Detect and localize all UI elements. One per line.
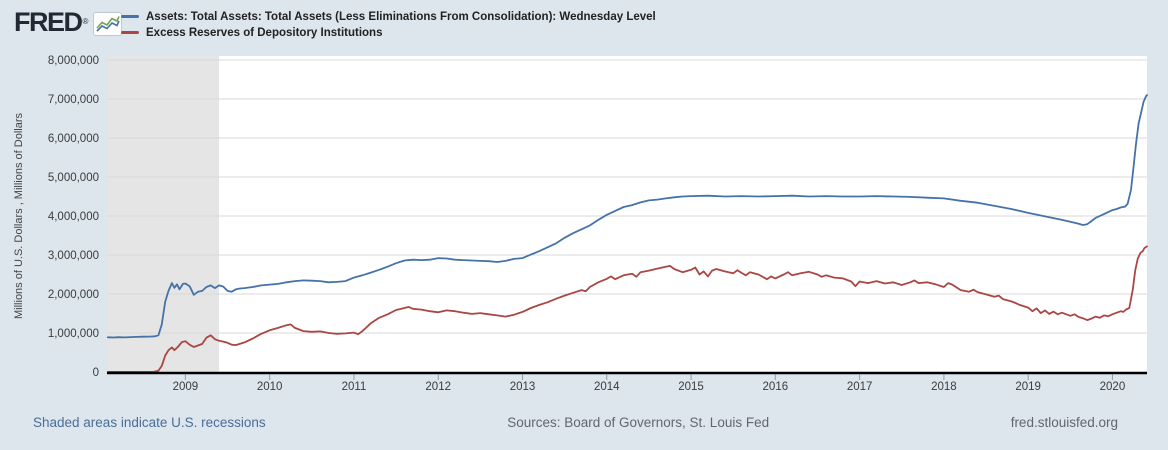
fred-logo[interactable]: FRED ® — [14, 7, 123, 37]
recessions-note-link[interactable]: Shaded areas indicate U.S. recessions — [33, 415, 266, 430]
x-tick-label: 2009 — [173, 381, 199, 393]
x-tick-label: 2014 — [594, 381, 620, 393]
fred-logo-text: FRED — [14, 7, 83, 37]
site-link: fred.stlouisfed.org — [1010, 415, 1118, 430]
y-tick-label: 4,000,000 — [48, 211, 99, 223]
series-swatch-red — [121, 31, 139, 34]
y-tick-label: 1,000,000 — [48, 328, 99, 340]
x-tick-label: 2015 — [678, 381, 704, 393]
y-axis-title: Millions of U.S. Dollars , Millions of D… — [13, 113, 25, 319]
legend-label-total-assets: Assets: Total Assets: Total Assets (Less… — [146, 10, 656, 23]
x-tick-label: 2018 — [931, 381, 957, 393]
x-tick-label: 2020 — [1100, 381, 1126, 393]
x-tick-label: 2016 — [763, 381, 789, 393]
registered-mark: ® — [82, 17, 89, 26]
x-tick-label: 2012 — [425, 381, 451, 393]
sources-text: Sources: Board of Governors, St. Louis F… — [507, 415, 770, 430]
chart-footer: Shaded areas indicate U.S. recessions So… — [0, 415, 1168, 430]
x-tick-label: 2019 — [1015, 381, 1041, 393]
recession-band — [107, 56, 220, 373]
y-tick-label: 6,000,000 — [48, 133, 99, 145]
y-tick-label: 8,000,000 — [48, 55, 99, 67]
chart-legend: Assets: Total Assets: Total Assets (Less… — [121, 9, 656, 40]
x-tick-label: 2013 — [510, 381, 536, 393]
legend-item-excess-reserves[interactable]: Excess Reserves of Depository Institutio… — [121, 25, 656, 40]
x-tick-label: 2010 — [257, 381, 283, 393]
y-tick-label: 3,000,000 — [48, 250, 99, 262]
fred-logo-chart-icon — [93, 11, 123, 36]
series-line-total-assets — [106, 94, 1148, 339]
legend-item-total-assets[interactable]: Assets: Total Assets: Total Assets (Less… — [121, 9, 656, 24]
x-tick-label: 2017 — [847, 381, 873, 393]
y-tick-label: 7,000,000 — [48, 94, 99, 106]
series-line-excess-reserves — [106, 245, 1148, 373]
x-tick-label: 2011 — [342, 381, 367, 393]
y-tick-label: 5,000,000 — [48, 172, 99, 184]
y-tick-label: 2,000,000 — [48, 289, 99, 301]
y-tick-label: 0 — [93, 367, 99, 379]
plot-background — [107, 56, 1147, 373]
legend-label-excess-reserves: Excess Reserves of Depository Institutio… — [146, 26, 383, 39]
series-swatch-blue — [121, 15, 139, 18]
